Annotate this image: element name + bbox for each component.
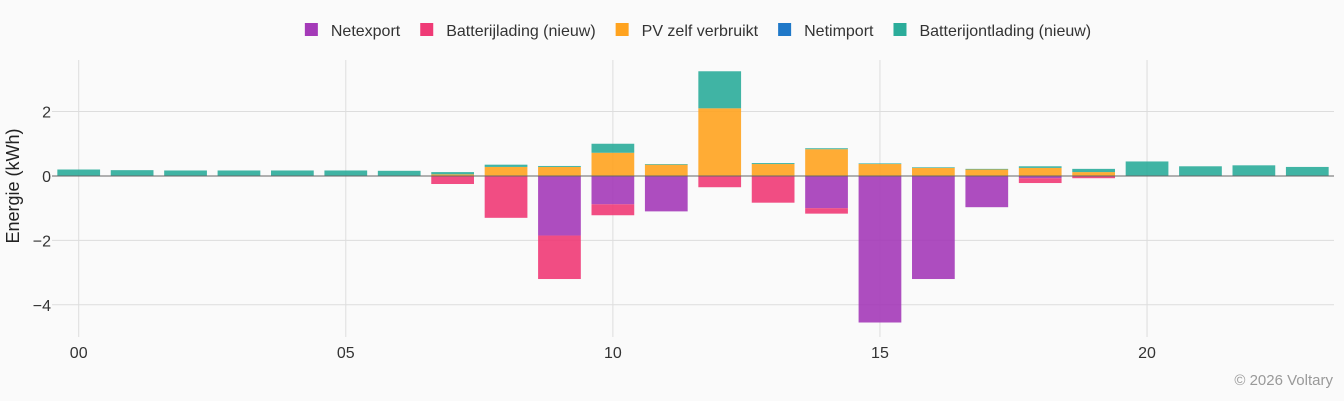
y-tick-label: −2	[33, 233, 51, 250]
bar-netexport-14[interactable]	[805, 175, 848, 209]
legend-item-batterijontlading[interactable]: Batterijontlading (nieuw)	[893, 23, 1091, 40]
bar-batterijontlading-16[interactable]	[912, 167, 955, 168]
bar-pv_zelf-7[interactable]	[431, 174, 474, 176]
bar-pv_zelf-11[interactable]	[644, 164, 688, 176]
x-tick-label: 15	[871, 345, 889, 362]
bar-pv_zelf-13[interactable]	[751, 164, 795, 176]
y-tick-label: 0	[42, 169, 51, 186]
bar-batterijontlading-11[interactable]	[644, 164, 688, 165]
bar-batterijlading-13[interactable]	[751, 175, 795, 203]
bar-batterijontlading-23[interactable]	[1285, 166, 1329, 176]
bar-batterijlading-18[interactable]	[1018, 178, 1062, 184]
x-tick-label: 10	[604, 345, 622, 362]
bar-batterijontlading-15[interactable]	[858, 163, 902, 165]
bar-pv_zelf-15[interactable]	[858, 164, 902, 176]
bar-batterijlading-10[interactable]	[591, 204, 635, 216]
bar-netexport-15[interactable]	[858, 175, 902, 323]
bar-batterijontlading-1[interactable]	[110, 170, 154, 176]
bar-pv_zelf-9[interactable]	[538, 166, 581, 176]
legend-label: PV zelf verbruikt	[642, 23, 759, 40]
y-tick-label: −4	[33, 298, 51, 315]
legend-item-netimport[interactable]: Netimport	[778, 23, 874, 40]
legend-item-netexport[interactable]: Netexport	[304, 23, 401, 40]
bar-batterijontlading-4[interactable]	[271, 170, 314, 176]
bar-pv_zelf-19[interactable]	[1072, 172, 1115, 176]
bar-batterijontlading-22[interactable]	[1232, 165, 1276, 176]
legend-label: Netimport	[804, 23, 874, 40]
bar-batterijontlading-3[interactable]	[217, 170, 261, 176]
bar-batterijontlading-20[interactable]	[1125, 161, 1169, 176]
legend-swatch	[304, 23, 318, 36]
legend-swatch	[778, 23, 792, 36]
legend-item-batterijlading[interactable]: Batterijlading (nieuw)	[420, 23, 596, 40]
legend-label: Batterijontlading (nieuw)	[919, 23, 1091, 40]
legend-swatch	[893, 23, 907, 36]
bar-batterijlading-7[interactable]	[431, 175, 474, 185]
bar-netexport-11[interactable]	[644, 175, 688, 212]
bar-batterijontlading-13[interactable]	[751, 163, 795, 165]
legend-item-pv_zelf[interactable]: PV zelf verbruikt	[615, 23, 759, 40]
y-axis-title: Energie (kWh)	[3, 128, 23, 243]
bar-pv_zelf-8[interactable]	[484, 166, 528, 176]
bar-batterijontlading-19[interactable]	[1072, 168, 1115, 173]
bar-pv_zelf-17[interactable]	[965, 169, 1009, 176]
legend[interactable]: Netexport Batterijlading (nieuw) PV zelf v…	[304, 23, 1091, 40]
bar-batterijontlading-7[interactable]	[431, 172, 474, 175]
bar-batterijlading-19[interactable]	[1072, 175, 1115, 179]
bar-batterijontlading-2[interactable]	[164, 170, 207, 176]
tick-labels: 20−2−400 05 10 15 20	[33, 105, 1156, 362]
bar-batterijontlading-17[interactable]	[965, 168, 1009, 170]
bar-batterijlading-9[interactable]	[538, 235, 581, 280]
bar-batterijontlading-5[interactable]	[324, 170, 368, 176]
bar-netexport-9[interactable]	[538, 175, 581, 236]
bar-netexport-16[interactable]	[912, 175, 955, 280]
grid	[52, 60, 1334, 337]
legend-label: Netexport	[331, 23, 401, 40]
legend-label: Batterijlading (nieuw)	[446, 23, 595, 40]
bar-pv_zelf-18[interactable]	[1018, 167, 1062, 176]
bar-pv_zelf-10[interactable]	[591, 152, 635, 176]
bar-batterijlading-14[interactable]	[805, 208, 848, 214]
bar-netexport-18[interactable]	[1018, 175, 1062, 179]
legend-swatch	[615, 23, 629, 36]
bar-batterijontlading-6[interactable]	[377, 170, 421, 176]
bar-netexport-10[interactable]	[591, 175, 635, 205]
y-tick-label: 2	[42, 105, 51, 122]
bar-batterijontlading-12[interactable]	[698, 71, 742, 109]
bar-netexport-17[interactable]	[965, 175, 1009, 208]
legend-swatch	[420, 23, 434, 36]
x-tick-label: 05	[337, 345, 355, 362]
bar-batterijontlading-9[interactable]	[538, 165, 581, 167]
bar-batterijlading-8[interactable]	[484, 175, 528, 218]
bars	[57, 71, 1329, 323]
bar-batterijontlading-8[interactable]	[484, 164, 528, 167]
bar-batterijontlading-0[interactable]	[57, 169, 101, 176]
bar-batterijontlading-18[interactable]	[1018, 166, 1062, 168]
x-tick-label: 00	[70, 345, 88, 362]
bar-batterijontlading-14[interactable]	[805, 148, 848, 150]
bar-pv_zelf-16[interactable]	[912, 167, 955, 176]
bar-batterijontlading-21[interactable]	[1179, 166, 1222, 176]
x-tick-label: 20	[1138, 345, 1156, 362]
bar-batterijlading-12[interactable]	[698, 175, 742, 188]
bar-batterijontlading-10[interactable]	[591, 143, 635, 153]
bar-pv_zelf-14[interactable]	[805, 149, 848, 176]
copyright-text: © 2026 Voltary	[1234, 372, 1333, 389]
bar-pv_zelf-12[interactable]	[698, 108, 742, 176]
